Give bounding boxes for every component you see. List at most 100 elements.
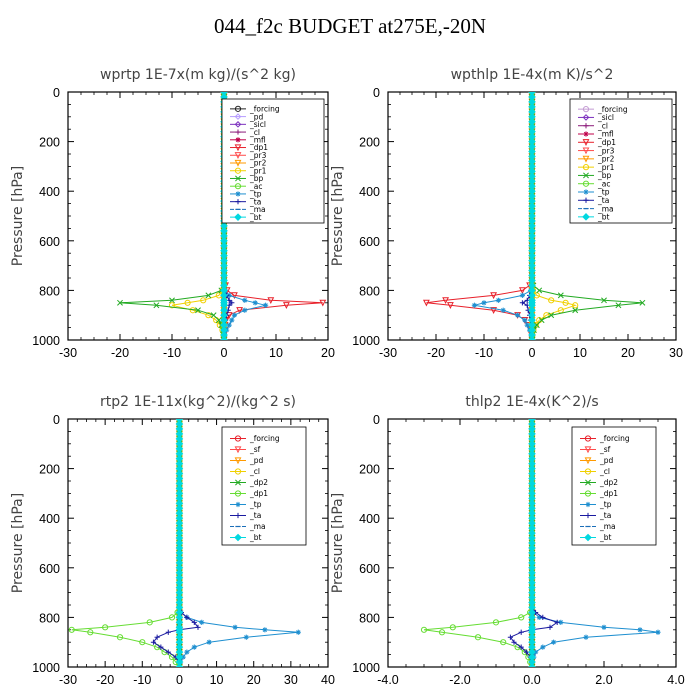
data-point xyxy=(168,614,176,621)
data-point xyxy=(524,322,530,328)
legend-marker xyxy=(583,172,589,179)
legend-label: _ma xyxy=(599,522,616,531)
x-tick-label: 0 xyxy=(176,673,183,687)
legend-marker xyxy=(234,468,242,475)
legend-label: _bt xyxy=(599,533,612,542)
data-point xyxy=(191,644,197,650)
legend-entry: _bp xyxy=(578,171,612,180)
data-point xyxy=(220,336,228,340)
data-point xyxy=(518,629,524,635)
legend-label: _bt xyxy=(249,213,262,222)
x-tick-label: 0.0 xyxy=(523,673,540,687)
data-point xyxy=(153,302,160,309)
y-tick-label: 0 xyxy=(373,86,380,100)
legend-marker xyxy=(584,533,592,542)
x-tick-label: 10 xyxy=(269,346,283,360)
data-point xyxy=(540,644,546,650)
legend-marker xyxy=(582,139,590,147)
legend-label: _sicl xyxy=(249,120,266,129)
data-point xyxy=(518,287,526,295)
legend-marker xyxy=(585,512,591,519)
y-tick-label: 200 xyxy=(359,136,380,150)
data-point xyxy=(116,634,124,641)
legend-label: _ta xyxy=(599,511,611,520)
data-point xyxy=(210,312,217,319)
legend-entry: _ta xyxy=(230,197,261,206)
legend-marker xyxy=(582,213,590,221)
x-tick-label: -30 xyxy=(59,346,77,360)
y-tick-label: 200 xyxy=(39,463,60,477)
legend-marker xyxy=(585,501,591,508)
data-point xyxy=(175,663,184,667)
series-line xyxy=(426,92,533,340)
legend-label: _mfl xyxy=(249,136,266,145)
legend-marker xyxy=(583,131,589,137)
data-point xyxy=(184,299,191,306)
data-point xyxy=(449,624,456,631)
data-point xyxy=(195,307,201,314)
series-line xyxy=(171,92,225,340)
data-point xyxy=(243,634,249,640)
legend-marker xyxy=(582,114,590,121)
legend-label: _pr2 xyxy=(597,155,615,164)
data-point xyxy=(500,639,507,646)
y-tick-label: 600 xyxy=(359,562,380,576)
data-point xyxy=(199,619,205,625)
legend-entry: _cl xyxy=(230,128,260,137)
data-point xyxy=(655,629,661,635)
y-axis-label: Pressure [hPa] xyxy=(330,493,346,593)
data-point xyxy=(474,634,482,641)
data-point xyxy=(267,297,275,305)
legend-entry: _bp xyxy=(230,174,264,183)
legend-marker xyxy=(583,189,589,195)
legend-marker xyxy=(234,213,242,221)
x-tick-label: 0 xyxy=(529,346,536,360)
legend-marker xyxy=(235,129,241,135)
series-line xyxy=(71,419,180,667)
data-point xyxy=(154,634,160,640)
legend-label: _mfl xyxy=(597,130,614,139)
x-tick-label: 4.0 xyxy=(667,673,684,687)
legend-label: _sf xyxy=(599,445,611,454)
legend-entry: _forcing xyxy=(230,105,280,114)
y-tick-label: 1000 xyxy=(352,661,380,675)
series-layer xyxy=(68,419,301,667)
legend-entry: _sicl xyxy=(230,120,266,129)
legend-entry: _cl xyxy=(578,121,608,130)
legend-entry: _mfl xyxy=(578,130,614,139)
x-tick-label: 20 xyxy=(321,346,335,360)
legend-entry: _ma xyxy=(578,204,614,213)
legend-entry: _sicl xyxy=(578,113,614,122)
legend-entry: _sf xyxy=(580,445,611,454)
data-point xyxy=(547,624,553,630)
y-tick-label: 1000 xyxy=(32,334,60,348)
legend-entry: _dp2 xyxy=(580,478,618,487)
x-tick-label: -30 xyxy=(379,346,397,360)
legend-entry: _tp xyxy=(230,500,262,509)
x-tick-label: -30 xyxy=(59,673,77,687)
legend-label: _cl xyxy=(599,467,610,476)
x-tick-label: 0 xyxy=(221,346,228,360)
legend-marker xyxy=(234,121,242,128)
data-point xyxy=(639,299,646,306)
series-dp1 xyxy=(68,419,183,667)
legend-label: _sf xyxy=(249,445,261,454)
data-point xyxy=(205,292,212,299)
data-point xyxy=(548,312,555,319)
legend-marker xyxy=(234,490,242,497)
legend: _forcing _sf _pd _cl _dp2 _dp1 _tp _ta _ma _bt xyxy=(571,426,657,546)
data-point xyxy=(572,307,579,314)
legend-marker xyxy=(235,479,241,486)
data-point xyxy=(507,634,513,640)
data-point xyxy=(572,302,579,309)
legend-entry: _ma xyxy=(230,205,266,214)
legend-entry: _dp1 xyxy=(578,138,616,147)
legend-entry: _ma xyxy=(230,522,266,531)
data-point xyxy=(226,322,232,328)
data-point xyxy=(528,336,536,340)
data-point xyxy=(558,619,564,625)
legend-entry: _ac xyxy=(230,182,262,191)
legend: _forcing _sf _pd _cl _dp2 _dp1 _tp _ta _ma _bt xyxy=(221,426,307,546)
x-tick-label: -4.0 xyxy=(377,673,399,687)
data-point xyxy=(184,649,190,655)
